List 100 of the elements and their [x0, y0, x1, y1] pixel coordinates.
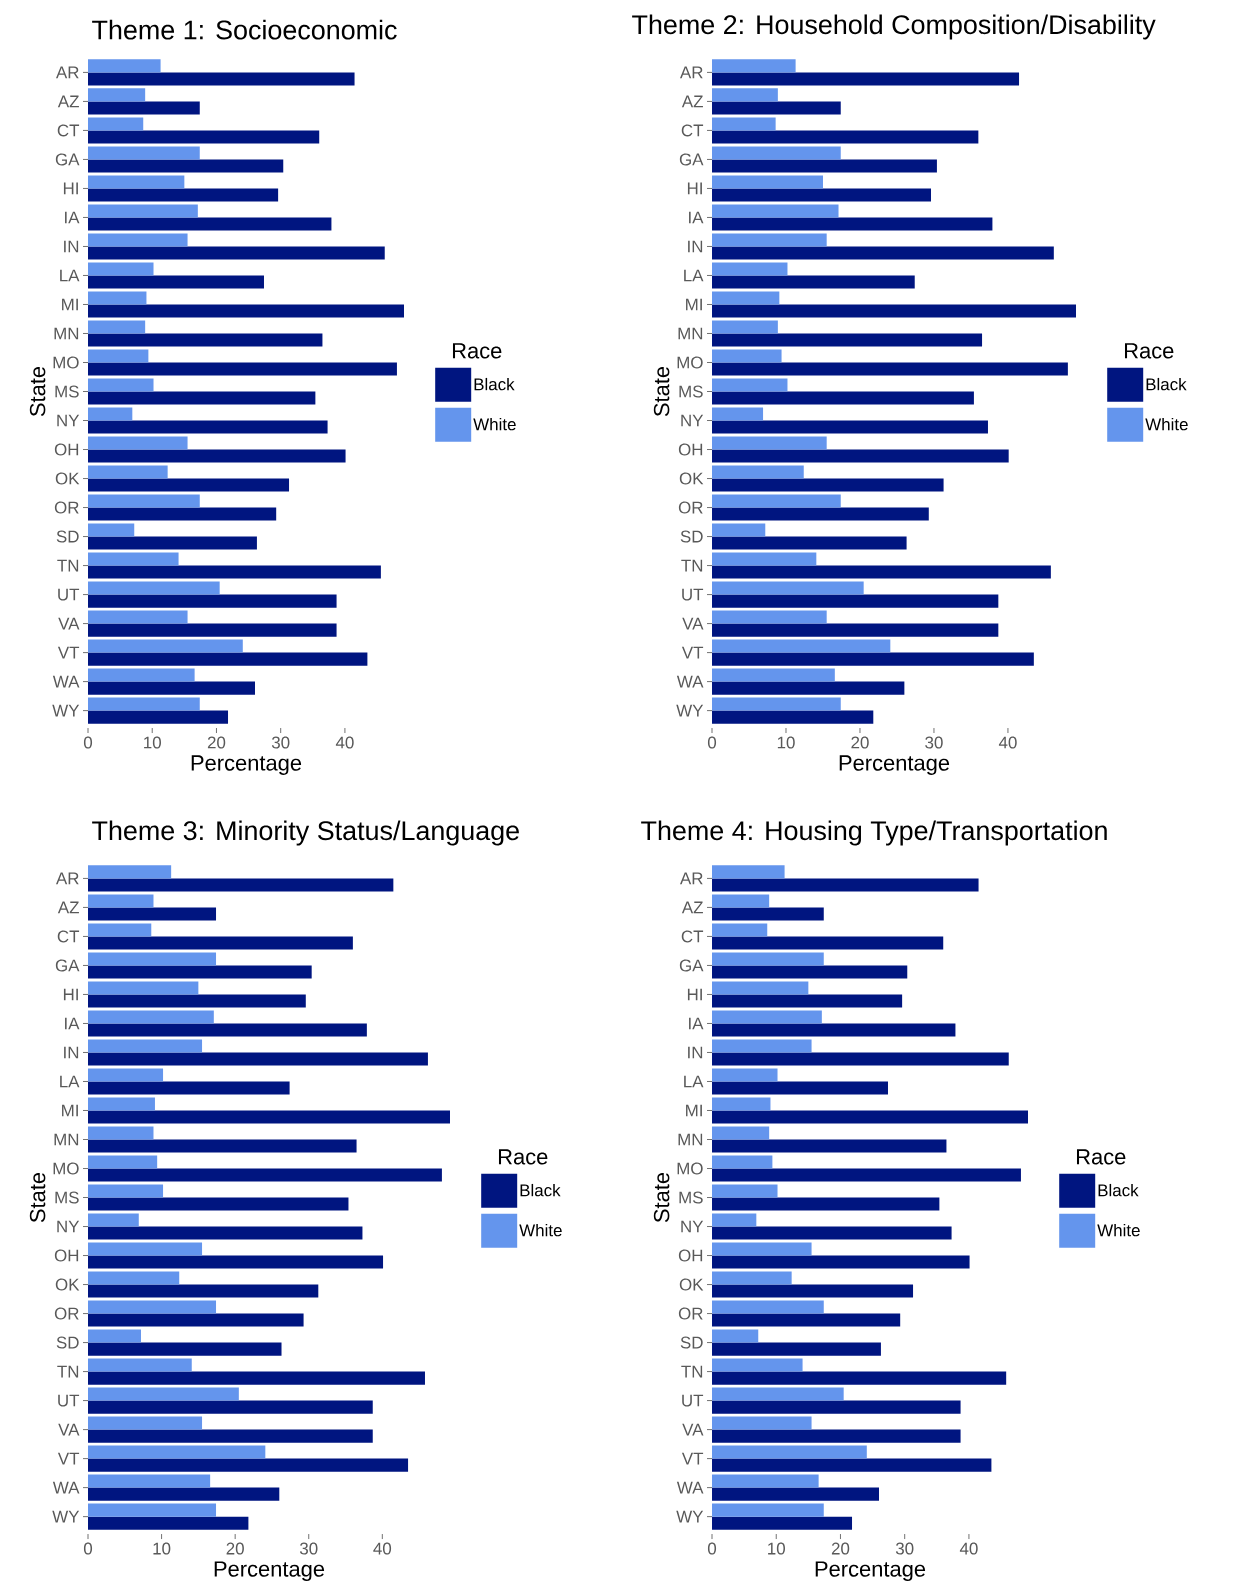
bar — [88, 1139, 357, 1153]
bar — [88, 936, 353, 950]
y-tick-label: IA — [689, 211, 704, 224]
bar — [712, 1226, 952, 1240]
bar — [88, 1458, 409, 1472]
bar — [88, 1445, 266, 1459]
bar — [712, 1081, 888, 1095]
bar — [88, 304, 404, 318]
bar — [712, 652, 1034, 666]
bar — [712, 378, 788, 392]
y-tick-label: OH — [54, 443, 79, 456]
y-tick-label: MI — [62, 1104, 78, 1117]
bar — [88, 1155, 158, 1169]
y-tick-label: CT — [57, 930, 80, 943]
y-tick-label: VA — [682, 617, 704, 630]
bar — [88, 1168, 442, 1182]
bar — [88, 1313, 304, 1327]
y-tick-label: OK — [55, 472, 80, 485]
bar — [712, 1329, 759, 1343]
y-tick-label: VT — [57, 646, 80, 659]
y-tick-label: IN — [64, 1046, 79, 1059]
bar — [712, 275, 915, 289]
bar — [88, 1052, 428, 1066]
x-tick-label: 30 — [271, 736, 290, 749]
y-tick-label: UT — [682, 1394, 704, 1407]
bar — [712, 449, 1009, 463]
x-tick-label: 40 — [998, 736, 1017, 749]
bar — [88, 1487, 280, 1501]
bar — [88, 1126, 154, 1140]
legend-title: Race — [498, 1149, 548, 1165]
bar — [712, 923, 768, 937]
bar — [712, 59, 796, 73]
bar — [88, 1516, 249, 1530]
bar — [712, 1416, 812, 1430]
bar — [88, 681, 255, 695]
bar — [88, 188, 279, 202]
bar — [712, 465, 804, 479]
bar — [88, 333, 323, 347]
y-tick-label: OK — [679, 1278, 704, 1291]
bar — [712, 478, 944, 492]
bar — [712, 88, 778, 102]
bar — [88, 907, 217, 921]
y-tick-label: WA — [676, 1481, 704, 1494]
bar — [712, 523, 766, 537]
bar — [88, 1329, 141, 1343]
bar — [712, 878, 979, 892]
y-tick-label: LA — [684, 269, 704, 282]
bar — [88, 465, 168, 479]
bar — [88, 88, 146, 102]
bar — [88, 349, 149, 363]
legend-title: Race — [452, 343, 502, 359]
y-tick-label: MN — [54, 1133, 79, 1146]
bar — [712, 72, 1020, 86]
y-tick-label: WA — [52, 1481, 80, 1494]
bar — [712, 217, 993, 231]
bar — [712, 362, 1068, 376]
bar — [88, 1429, 373, 1443]
bar — [712, 1052, 1009, 1066]
y-tick-label: WY — [52, 1510, 80, 1523]
bar — [88, 175, 185, 189]
y-tick-label: VA — [58, 1423, 80, 1436]
bar — [712, 233, 827, 247]
chart-title: Theme 1: Socioeconomic — [92, 19, 397, 40]
bar — [712, 494, 841, 508]
bar — [88, 420, 328, 434]
y-tick-label: TN — [681, 1365, 703, 1378]
bar — [712, 865, 785, 879]
legend-label: Black — [1098, 1183, 1139, 1197]
y-tick-label: AR — [55, 872, 79, 885]
bar — [712, 1126, 770, 1140]
bar — [712, 1110, 1029, 1124]
bar — [712, 407, 764, 421]
x-tick-label: 10 — [777, 736, 795, 749]
bar — [712, 994, 903, 1008]
bar — [88, 436, 188, 450]
y-tick-label: UT — [58, 588, 80, 601]
bar — [712, 907, 824, 921]
bar — [88, 652, 368, 666]
bar — [712, 1458, 992, 1472]
x-tick-label: 20 — [226, 1542, 244, 1555]
bar — [712, 697, 841, 711]
y-tick-label: AZ — [681, 901, 703, 914]
chart-title: Theme 3: Minority Status/Language — [92, 820, 519, 846]
y-tick-label: HI — [63, 182, 78, 195]
bar — [712, 1487, 879, 1501]
y-tick-label: CT — [681, 930, 704, 943]
bar — [88, 865, 172, 879]
bar — [88, 536, 257, 550]
bar — [88, 1284, 319, 1298]
y-tick-label: MN — [54, 327, 79, 340]
y-tick-label: OR — [678, 1307, 703, 1320]
bar — [88, 101, 200, 115]
y-tick-label: VT — [681, 646, 704, 659]
bar — [712, 1400, 961, 1414]
y-tick-label: WA — [52, 675, 80, 688]
bar — [712, 1300, 824, 1314]
bar — [88, 1184, 164, 1198]
y-tick-label: AR — [679, 872, 703, 885]
bar — [712, 552, 817, 566]
bar — [88, 407, 133, 421]
